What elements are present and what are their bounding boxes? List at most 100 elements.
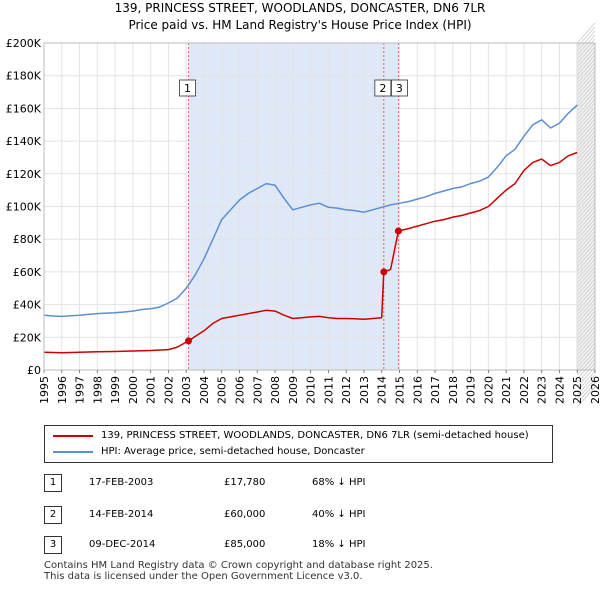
hatch-stroke (576, 46, 596, 68)
x-tick-label: 2025 (571, 376, 584, 404)
hatch-stroke (576, 114, 596, 136)
hatch-stroke (576, 322, 596, 344)
sale-marker-point (185, 337, 193, 345)
y-tick-label: £160K (6, 102, 42, 115)
hatch-stroke (576, 122, 596, 144)
y-tick-label: £200K (6, 37, 42, 50)
chart-title-subtitle: Price paid vs. HM Land Registry's House … (128, 18, 472, 32)
hatch-stroke (576, 174, 596, 196)
hatch-stroke (576, 154, 596, 176)
legend-item-hpi: HPI: Average price, semi-detached house,… (53, 446, 365, 457)
hatch-stroke (576, 334, 596, 356)
y-tick-label: £20K (13, 331, 42, 344)
x-tick-label: 2024 (553, 376, 566, 404)
hatch-stroke (576, 242, 596, 264)
sale-label-text: 3 (396, 82, 403, 95)
hatch-stroke (576, 106, 596, 128)
x-tick-label: 2006 (234, 376, 247, 404)
x-tick-label: 2012 (340, 376, 353, 404)
x-tick-label: 1995 (38, 376, 51, 404)
hatch-stroke (576, 246, 596, 268)
hatch-stroke (576, 54, 596, 76)
hatch-stroke (576, 374, 596, 396)
transaction-date: 17-FEB-2003 (89, 477, 154, 488)
hatch-stroke (576, 278, 596, 300)
hatch-stroke (576, 142, 596, 164)
hatch-stroke (576, 230, 596, 252)
x-tick-label: 2003 (180, 376, 193, 404)
hatch-stroke (576, 26, 596, 48)
hatch-stroke (576, 162, 596, 184)
transaction-number-badge: 3 (44, 536, 62, 554)
x-tick-label: 2022 (518, 376, 531, 404)
hatch-stroke (576, 354, 596, 376)
x-tick-label: 1997 (74, 376, 87, 404)
hatch-stroke (576, 182, 596, 204)
y-axis-ticks: £0 £20K £40K £60K £80K £100K £120K £140K £160K £1… (6, 37, 42, 377)
x-tick-label: 2004 (198, 376, 211, 404)
x-tick-label: 2005 (216, 376, 229, 404)
x-tick-label: 2026 (589, 376, 600, 404)
transaction-hpi-diff: 18% ↓ HPI (312, 539, 366, 550)
hatch-stroke (576, 342, 596, 364)
hatch-stroke (576, 82, 596, 104)
x-tick-label: 2018 (447, 376, 460, 404)
hatch-stroke (576, 346, 596, 368)
x-tick-label: 1998 (91, 376, 104, 404)
x-tick-label: 2017 (429, 376, 442, 404)
hatch-stroke (576, 138, 596, 160)
hatch-stroke (576, 206, 596, 228)
hatch-stroke (576, 178, 596, 200)
transaction-row: 1 17-FEB-2003 £17,780 68% ↓ HPI (44, 474, 444, 494)
hatch-stroke (576, 286, 596, 308)
hatch-stroke (576, 186, 596, 208)
x-tick-label: 2016 (411, 376, 424, 404)
hatch-stroke (576, 198, 596, 220)
hatch-stroke (576, 94, 596, 116)
sale-label-box (391, 79, 408, 97)
hatch-stroke (576, 30, 596, 52)
sale-label-text: 1 (184, 82, 191, 95)
y-tick-label: £100K (6, 201, 42, 214)
hatch-stroke (576, 270, 596, 292)
hatch-stroke (576, 382, 596, 404)
hatch-stroke (576, 102, 596, 124)
hatch-stroke (576, 290, 596, 312)
x-tick-label: 2010 (305, 376, 318, 404)
x-tick-label: 2008 (269, 376, 282, 404)
transaction-hpi-diff: 40% ↓ HPI (312, 509, 366, 520)
legend-swatch-hpi (53, 450, 93, 453)
hatch-stroke (576, 34, 596, 56)
x-tick-label: 2011 (322, 376, 335, 404)
hatch-stroke (576, 226, 596, 248)
transaction-number-badge: 2 (44, 506, 62, 524)
plot-border (43, 42, 596, 371)
x-tick-label: 2001 (145, 376, 158, 404)
hatch-stroke (576, 350, 596, 372)
hatch-stroke (576, 118, 596, 140)
legend-swatch-property (53, 434, 93, 437)
hatch-stroke (576, 166, 596, 188)
transaction-row: 3 09-DEC-2014 £85,000 18% ↓ HPI (44, 536, 444, 556)
hatch-stroke (576, 98, 596, 120)
hatch-stroke (576, 158, 596, 180)
x-tick-label: 1999 (109, 376, 122, 404)
hatch-stroke (576, 274, 596, 296)
chart-title-address: 139, PRINCESS STREET, WOODLANDS, DONCAST… (114, 1, 486, 15)
y-tick-label: £120K (6, 168, 42, 181)
hatch-stroke (576, 50, 596, 72)
hatch-stroke (576, 266, 596, 288)
legend: 139, PRINCESS STREET, WOODLANDS, DONCAST… (44, 425, 553, 463)
y-tick-label: £60K (13, 266, 42, 279)
transaction-date: 09-DEC-2014 (89, 539, 156, 550)
y-tick-label: £140K (6, 135, 42, 148)
hatch-stroke (576, 70, 596, 92)
hatch-stroke (576, 38, 596, 60)
hatch-stroke (576, 238, 596, 260)
y-tick-label: £180K (6, 70, 42, 83)
hatch-stroke (576, 262, 596, 284)
hatch-stroke (576, 90, 596, 112)
hatch-stroke (576, 190, 596, 212)
legend-item-property: 139, PRINCESS STREET, WOODLANDS, DONCAST… (53, 430, 529, 441)
